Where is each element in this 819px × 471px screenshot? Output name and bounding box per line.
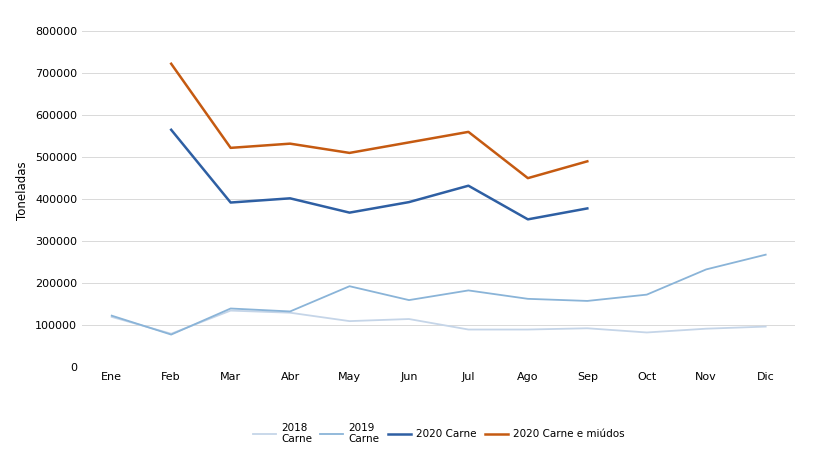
2019
Carne xyxy=(760,252,770,258)
2020 Carne xyxy=(225,200,235,205)
2020 Carne e miúdos xyxy=(581,158,591,164)
2018
Carne xyxy=(166,331,176,337)
2018
Carne xyxy=(760,324,770,329)
2020 Carne xyxy=(344,210,354,215)
2020 Carne e miúdos xyxy=(166,61,176,66)
2020 Carne e miúdos xyxy=(225,145,235,151)
Line: 2019
Carne: 2019 Carne xyxy=(111,255,765,334)
Legend: 2018
Carne, 2019
Carne, 2020 Carne, 2020 Carne e miúdos: 2018 Carne, 2019 Carne, 2020 Carne, 2020… xyxy=(248,419,628,448)
2019
Carne xyxy=(344,284,354,289)
Line: 2020 Carne e miúdos: 2020 Carne e miúdos xyxy=(171,64,586,178)
2019
Carne xyxy=(404,297,414,303)
2019
Carne xyxy=(581,298,591,304)
2018
Carne xyxy=(523,327,532,333)
2019
Carne xyxy=(523,296,532,301)
2018
Carne xyxy=(463,327,473,333)
Line: 2020 Carne: 2020 Carne xyxy=(171,130,586,219)
2019
Carne xyxy=(463,288,473,293)
2019
Carne xyxy=(285,309,295,314)
2019
Carne xyxy=(166,332,176,337)
2018
Carne xyxy=(344,318,354,324)
2020 Carne e miúdos xyxy=(404,139,414,145)
2020 Carne xyxy=(581,205,591,211)
2020 Carne xyxy=(166,127,176,133)
2018
Carne xyxy=(285,310,295,316)
2018
Carne xyxy=(641,330,651,335)
2018
Carne xyxy=(404,316,414,322)
2019
Carne xyxy=(106,313,116,318)
Y-axis label: Toneladas: Toneladas xyxy=(16,162,29,220)
2020 Carne e miúdos xyxy=(523,175,532,181)
2020 Carne xyxy=(523,217,532,222)
2018
Carne xyxy=(225,308,235,313)
Line: 2018
Carne: 2018 Carne xyxy=(111,310,765,334)
2020 Carne xyxy=(463,183,473,188)
2020 Carne e miúdos xyxy=(463,129,473,135)
2019
Carne xyxy=(700,267,710,272)
2018
Carne xyxy=(700,326,710,332)
2020 Carne e miúdos xyxy=(344,150,354,156)
2020 Carne xyxy=(285,195,295,201)
2020 Carne xyxy=(404,199,414,205)
2018
Carne xyxy=(581,325,591,331)
2019
Carne xyxy=(641,292,651,298)
2018
Carne xyxy=(106,314,116,320)
2019
Carne xyxy=(225,306,235,311)
2020 Carne e miúdos xyxy=(285,141,295,146)
